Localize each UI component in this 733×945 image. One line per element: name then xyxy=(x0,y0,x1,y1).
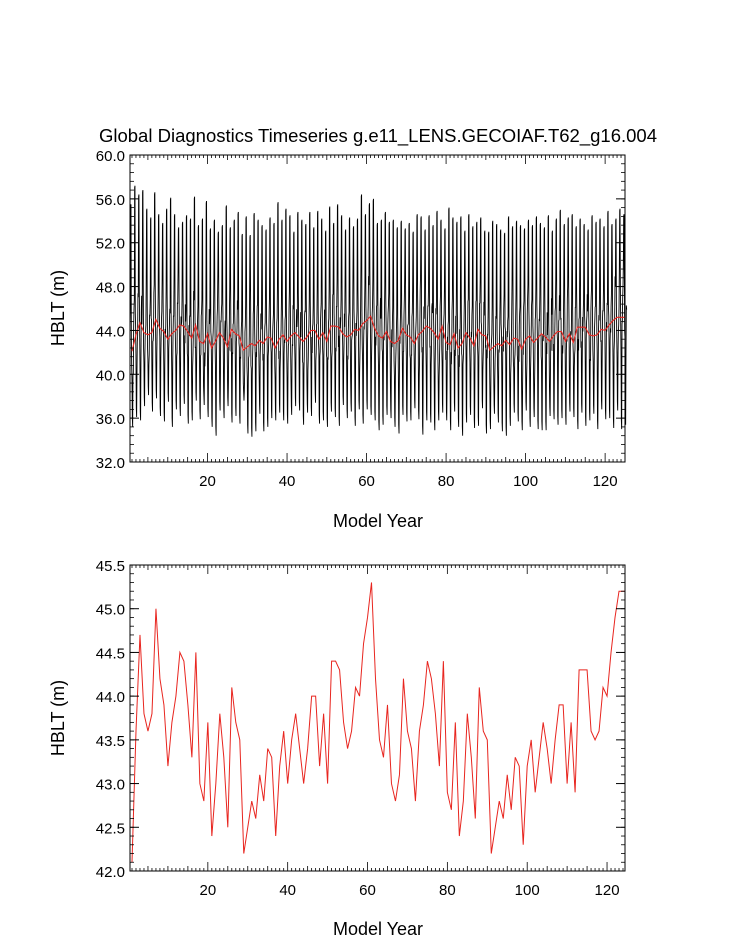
bottom-xtick-label: 60 xyxy=(359,882,376,899)
bottom-plot-lines xyxy=(131,582,625,863)
top-ytick-label: 36.0 xyxy=(96,411,125,428)
top-xtick-label: 100 xyxy=(513,473,538,490)
top-x-axis-label: Model Year xyxy=(333,511,423,531)
bottom-xtick-label: 100 xyxy=(515,882,540,899)
top-xtick-label: 60 xyxy=(358,473,375,490)
top-y-axis-label: HBLT (m) xyxy=(48,270,68,346)
top-ytick-label: 56.0 xyxy=(96,192,125,209)
bottom-ytick-label: 42.5 xyxy=(96,820,125,837)
bottom-xtick-label: 120 xyxy=(595,882,620,899)
top-ytick-label: 60.0 xyxy=(96,148,125,165)
top-xtick-label: 80 xyxy=(438,473,455,490)
top-ytick-label: 40.0 xyxy=(96,367,125,384)
top-monthly-series-line xyxy=(129,185,628,437)
bottom-ytick-label: 44.5 xyxy=(96,645,125,662)
top-chart-title: Global Diagnostics Timeseries g.e11_LENS… xyxy=(99,125,657,147)
bottom-ticks xyxy=(130,564,625,872)
bottom-xtick-label: 40 xyxy=(279,882,296,899)
bottom-plot-frame xyxy=(129,564,626,872)
top-ytick-labels: 32.0 36.0 40.0 44.0 48.0 52.0 56.0 60.0 xyxy=(96,148,125,472)
bottom-ytick-label: 43.5 xyxy=(96,733,125,750)
bottom-ytick-label: 44.0 xyxy=(96,689,125,706)
bottom-x-axis-label: Model Year xyxy=(333,919,423,939)
top-plot-lines xyxy=(129,185,628,437)
top-chart: Global Diagnostics Timeseries g.e11_LENS… xyxy=(48,125,657,531)
bottom-ytick-label: 45.5 xyxy=(96,558,125,575)
top-xtick-label: 120 xyxy=(593,473,618,490)
bottom-ytick-labels: 42.0 42.5 43.0 43.5 44.0 44.5 45.0 45.5 xyxy=(96,558,125,881)
bottom-annual-mean-line xyxy=(131,582,625,863)
bottom-chart: 42.0 42.5 43.0 43.5 44.0 44.5 45.0 45.5 20 40 60 8… xyxy=(48,558,626,939)
top-ytick-label: 44.0 xyxy=(96,323,125,340)
top-ytick-label: 48.0 xyxy=(96,280,125,297)
bottom-xtick-labels: 20 40 60 80 100 120 xyxy=(199,882,619,899)
top-xtick-label: 40 xyxy=(279,473,296,490)
bottom-xtick-label: 20 xyxy=(199,882,216,899)
top-xtick-label: 20 xyxy=(199,473,216,490)
bottom-xtick-label: 80 xyxy=(439,882,456,899)
top-plot-frame xyxy=(129,154,626,463)
top-annual-mean-line xyxy=(131,315,625,352)
bottom-ytick-label: 42.0 xyxy=(96,864,125,881)
top-ticks xyxy=(130,154,626,463)
top-xtick-labels: 20 40 60 80 100 120 xyxy=(199,473,617,490)
top-ytick-label: 52.0 xyxy=(96,236,125,253)
bottom-y-axis-label: HBLT (m) xyxy=(48,680,68,756)
bottom-ytick-label: 45.0 xyxy=(96,602,125,619)
bottom-ytick-label: 43.0 xyxy=(96,777,125,794)
top-ytick-label: 32.0 xyxy=(96,455,125,472)
